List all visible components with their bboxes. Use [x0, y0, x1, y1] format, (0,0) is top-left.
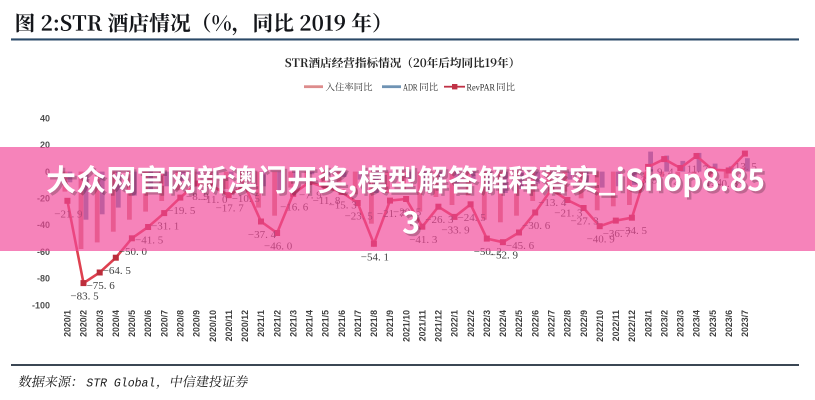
svg-text:2020/6: 2020/6 — [143, 310, 153, 337]
svg-text:2022/12: 2022/12 — [627, 310, 637, 342]
svg-text:2023/5: 2023/5 — [708, 310, 718, 337]
svg-text:2021/1: 2021/1 — [256, 310, 266, 337]
svg-text:2022/6: 2022/6 — [530, 310, 540, 337]
svg-text:2023/3: 2023/3 — [676, 310, 686, 337]
svg-text:2022/1: 2022/1 — [450, 310, 460, 337]
svg-text:2021/10: 2021/10 — [401, 310, 411, 342]
svg-text:2023/6: 2023/6 — [724, 310, 734, 337]
svg-text:2022/10: 2022/10 — [595, 310, 605, 342]
svg-text:ADR: ADR — [403, 83, 418, 93]
svg-text:STR Global: STR Global — [86, 378, 155, 391]
svg-text:2021/5: 2021/5 — [321, 310, 331, 337]
svg-text:−83. 5: −83. 5 — [70, 291, 99, 303]
svg-text:2022/7: 2022/7 — [547, 310, 557, 337]
svg-text:2022/5: 2022/5 — [514, 310, 524, 337]
svg-text:2020/1: 2020/1 — [63, 310, 73, 337]
svg-text:-80: -80 — [37, 274, 50, 284]
svg-text:2021/11: 2021/11 — [418, 310, 428, 341]
svg-text:2021/12: 2021/12 — [434, 310, 444, 342]
svg-text:RevPAR: RevPAR — [467, 83, 496, 93]
svg-text:2021/3: 2021/3 — [288, 310, 298, 337]
svg-text:2020/12: 2020/12 — [240, 310, 250, 342]
svg-text:2021/6: 2021/6 — [337, 310, 347, 337]
svg-text:2020/3: 2020/3 — [95, 310, 105, 337]
svg-text:2022/3: 2022/3 — [482, 310, 492, 337]
svg-text:2020/7: 2020/7 — [159, 310, 169, 337]
svg-text:2020/2: 2020/2 — [79, 310, 89, 337]
svg-text:−50. 0: −50. 0 — [119, 246, 148, 258]
svg-text:2023/4: 2023/4 — [692, 310, 702, 337]
svg-text:-60: -60 — [37, 247, 50, 257]
svg-text:2020/11: 2020/11 — [224, 310, 234, 341]
svg-text:2020/8: 2020/8 — [176, 310, 186, 337]
svg-text:2021/7: 2021/7 — [353, 310, 363, 337]
svg-text:−75. 6: −75. 6 — [87, 280, 116, 292]
svg-text:−52. 9: −52. 9 — [490, 250, 519, 262]
svg-text:−64. 5: −64. 5 — [103, 265, 132, 277]
svg-text:2023/7: 2023/7 — [740, 310, 750, 337]
svg-text:2021/2: 2021/2 — [272, 310, 282, 337]
svg-text:2022/8: 2022/8 — [563, 310, 573, 337]
svg-text:2020/9: 2020/9 — [192, 310, 202, 337]
svg-text:−54. 1: −54. 1 — [361, 251, 389, 263]
svg-text:40: 40 — [40, 113, 50, 123]
svg-text:2023/2: 2023/2 — [659, 310, 669, 337]
svg-text:2022/4: 2022/4 — [498, 310, 508, 337]
svg-text:20: 20 — [40, 140, 50, 150]
svg-text:2022/9: 2022/9 — [579, 310, 589, 337]
svg-text:-100: -100 — [32, 300, 50, 310]
svg-text:2022/2: 2022/2 — [466, 310, 476, 337]
svg-text:2020/4: 2020/4 — [111, 310, 121, 337]
svg-text:2020/10: 2020/10 — [208, 310, 218, 342]
svg-text:2022/11: 2022/11 — [611, 310, 621, 341]
svg-text:2021/8: 2021/8 — [369, 310, 379, 337]
svg-text:2020/5: 2020/5 — [127, 310, 137, 337]
svg-text:2021/9: 2021/9 — [385, 310, 395, 337]
svg-text:2021/4: 2021/4 — [305, 310, 315, 337]
svg-text:2023/1: 2023/1 — [643, 310, 653, 337]
